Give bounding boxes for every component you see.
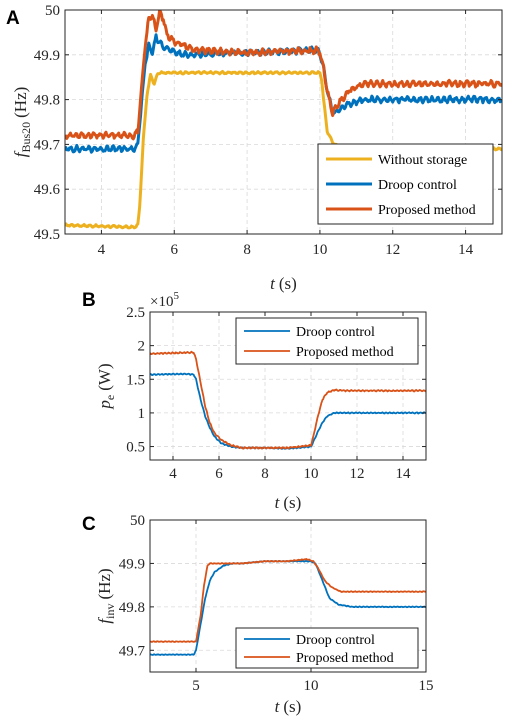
- x-tick-label: 12: [385, 242, 400, 258]
- chart-panel-a: 4 6 8 10 12 14 49.5 49.6 49.7 49.8 49.9 50 t (s) fBus2…: [6, 3, 503, 293]
- x-axis-unit: (s): [279, 274, 297, 293]
- multiplier-exponent: 5: [173, 290, 179, 302]
- y-axis-subscript: Bus20: [19, 122, 33, 153]
- x-tick-label: 10: [304, 466, 319, 482]
- y-axis-unit: (Hz): [95, 568, 114, 599]
- series-line-proposed-method: [65, 10, 502, 141]
- x-axis-label: t (s): [270, 274, 297, 293]
- legend-label: Proposed method: [296, 651, 394, 666]
- y-axis-unit: (Hz): [11, 87, 30, 118]
- y-tick-label: 49.9: [34, 48, 60, 64]
- axes-box: [149, 311, 427, 461]
- x-tick-label: 14: [396, 466, 412, 482]
- x-tick-label: 12: [350, 466, 365, 482]
- x-axis-var: t: [275, 697, 281, 716]
- x-axis-label: t (s): [275, 697, 302, 716]
- legend-label: Droop control: [378, 178, 457, 193]
- y-tick-label: 0.5: [126, 440, 145, 456]
- legend-label: Without storage: [378, 153, 467, 168]
- y-tick-label: 50: [45, 3, 60, 19]
- legend-label: Proposed method: [296, 345, 394, 360]
- y-axis-var: f: [11, 150, 30, 157]
- y-tick-label: 1.5: [126, 372, 145, 388]
- x-tick-label: 10: [304, 678, 319, 694]
- x-tick-label: 4: [98, 242, 106, 258]
- y-tick-label: 49.5: [34, 227, 60, 243]
- multiplier-base: ×10: [150, 294, 173, 310]
- x-axis-var: t: [270, 274, 276, 293]
- y-tick-label: 49.8: [119, 600, 145, 616]
- x-tick-label: 4: [169, 466, 177, 482]
- y-axis-subscript: e: [103, 395, 117, 400]
- x-tick-label: 5: [192, 678, 200, 694]
- legend: Droop control Proposed method: [235, 627, 419, 669]
- y-axis-var: p: [95, 400, 114, 410]
- x-tick-label: 14: [458, 242, 474, 258]
- y-axis-label: pe (W): [95, 363, 117, 409]
- series-line-proposed-method: [150, 350, 426, 450]
- axis-multiplier: ×105: [150, 290, 179, 310]
- x-tick-label: 6: [171, 242, 179, 258]
- y-tick-label: 49.9: [119, 556, 145, 572]
- legend: Droop control Proposed method: [235, 317, 419, 365]
- legend: Without storage Droop control Proposed met…: [317, 143, 494, 225]
- y-tick-label: 2.5: [126, 305, 145, 321]
- axes-box: [64, 9, 503, 235]
- axes-box: [149, 519, 427, 673]
- y-axis-label: finv (Hz): [95, 568, 117, 623]
- x-tick-label: 8: [261, 466, 269, 482]
- x-axis-var: t: [275, 493, 281, 512]
- legend-box: [235, 627, 419, 669]
- chart-panel-b: 4 6 8 10 12 14 0.5 1 1.5 2 2.5 t (s) pe (W) ×105 B Droop …: [82, 290, 427, 512]
- y-axis-label: fBus20 (Hz): [11, 87, 33, 158]
- y-tick-label: 49.7: [119, 643, 146, 659]
- legend-box: [235, 317, 419, 365]
- x-tick-label: 8: [243, 242, 251, 258]
- panel-label: C: [82, 514, 96, 535]
- y-axis-subscript: inv: [103, 604, 117, 619]
- legend-label: Proposed method: [378, 203, 476, 218]
- panel-label: B: [82, 290, 96, 311]
- x-axis-label: t (s): [275, 493, 302, 512]
- x-tick-label: 6: [215, 466, 223, 482]
- y-axis-unit: (W): [95, 363, 114, 390]
- x-tick-label: 15: [419, 678, 434, 694]
- chart-panel-c: 5 10 15 49.7 49.8 49.9 50 t (s) finv (Hz) C Droop co…: [82, 513, 434, 716]
- panel-label: A: [6, 8, 20, 29]
- y-tick-label: 50: [130, 513, 145, 529]
- y-tick-label: 2: [138, 339, 146, 355]
- y-axis-var: f: [95, 617, 114, 624]
- y-tick-label: 1: [138, 406, 146, 422]
- x-tick-label: 10: [312, 242, 327, 258]
- y-tick-label: 49.6: [34, 182, 61, 198]
- y-tick-label: 49.7: [34, 137, 61, 153]
- series-line-proposed-method: [150, 558, 426, 643]
- x-axis-unit: (s): [283, 697, 301, 716]
- y-tick-label: 49.8: [34, 93, 60, 109]
- legend-label: Droop control: [296, 325, 375, 340]
- legend-label: Droop control: [296, 633, 375, 648]
- x-axis-unit: (s): [283, 493, 301, 512]
